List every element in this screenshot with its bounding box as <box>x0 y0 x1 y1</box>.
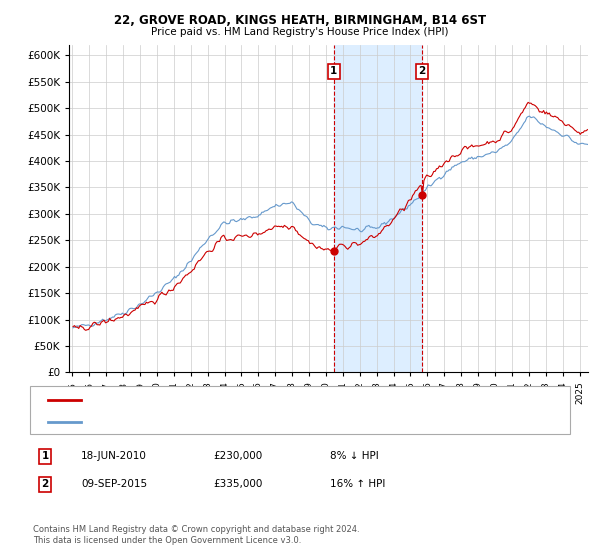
Text: HPI: Average price, detached house, Birmingham: HPI: Average price, detached house, Birm… <box>87 417 328 427</box>
Text: 1: 1 <box>330 66 337 76</box>
Text: 1: 1 <box>41 451 49 461</box>
Text: Contains HM Land Registry data © Crown copyright and database right 2024.
This d: Contains HM Land Registry data © Crown c… <box>33 525 359 545</box>
Text: 09-SEP-2015: 09-SEP-2015 <box>81 479 147 489</box>
Text: 22, GROVE ROAD, KINGS HEATH, BIRMINGHAM, B14 6ST (detached house): 22, GROVE ROAD, KINGS HEATH, BIRMINGHAM,… <box>87 395 452 405</box>
Text: 8% ↓ HPI: 8% ↓ HPI <box>330 451 379 461</box>
Text: 2: 2 <box>41 479 49 489</box>
Text: 22, GROVE ROAD, KINGS HEATH, BIRMINGHAM, B14 6ST: 22, GROVE ROAD, KINGS HEATH, BIRMINGHAM,… <box>114 14 486 27</box>
Text: £335,000: £335,000 <box>213 479 262 489</box>
Text: £230,000: £230,000 <box>213 451 262 461</box>
Text: Price paid vs. HM Land Registry's House Price Index (HPI): Price paid vs. HM Land Registry's House … <box>151 27 449 37</box>
Text: 16% ↑ HPI: 16% ↑ HPI <box>330 479 385 489</box>
Text: 2: 2 <box>419 66 426 76</box>
Bar <box>334 45 422 372</box>
Text: 18-JUN-2010: 18-JUN-2010 <box>81 451 147 461</box>
